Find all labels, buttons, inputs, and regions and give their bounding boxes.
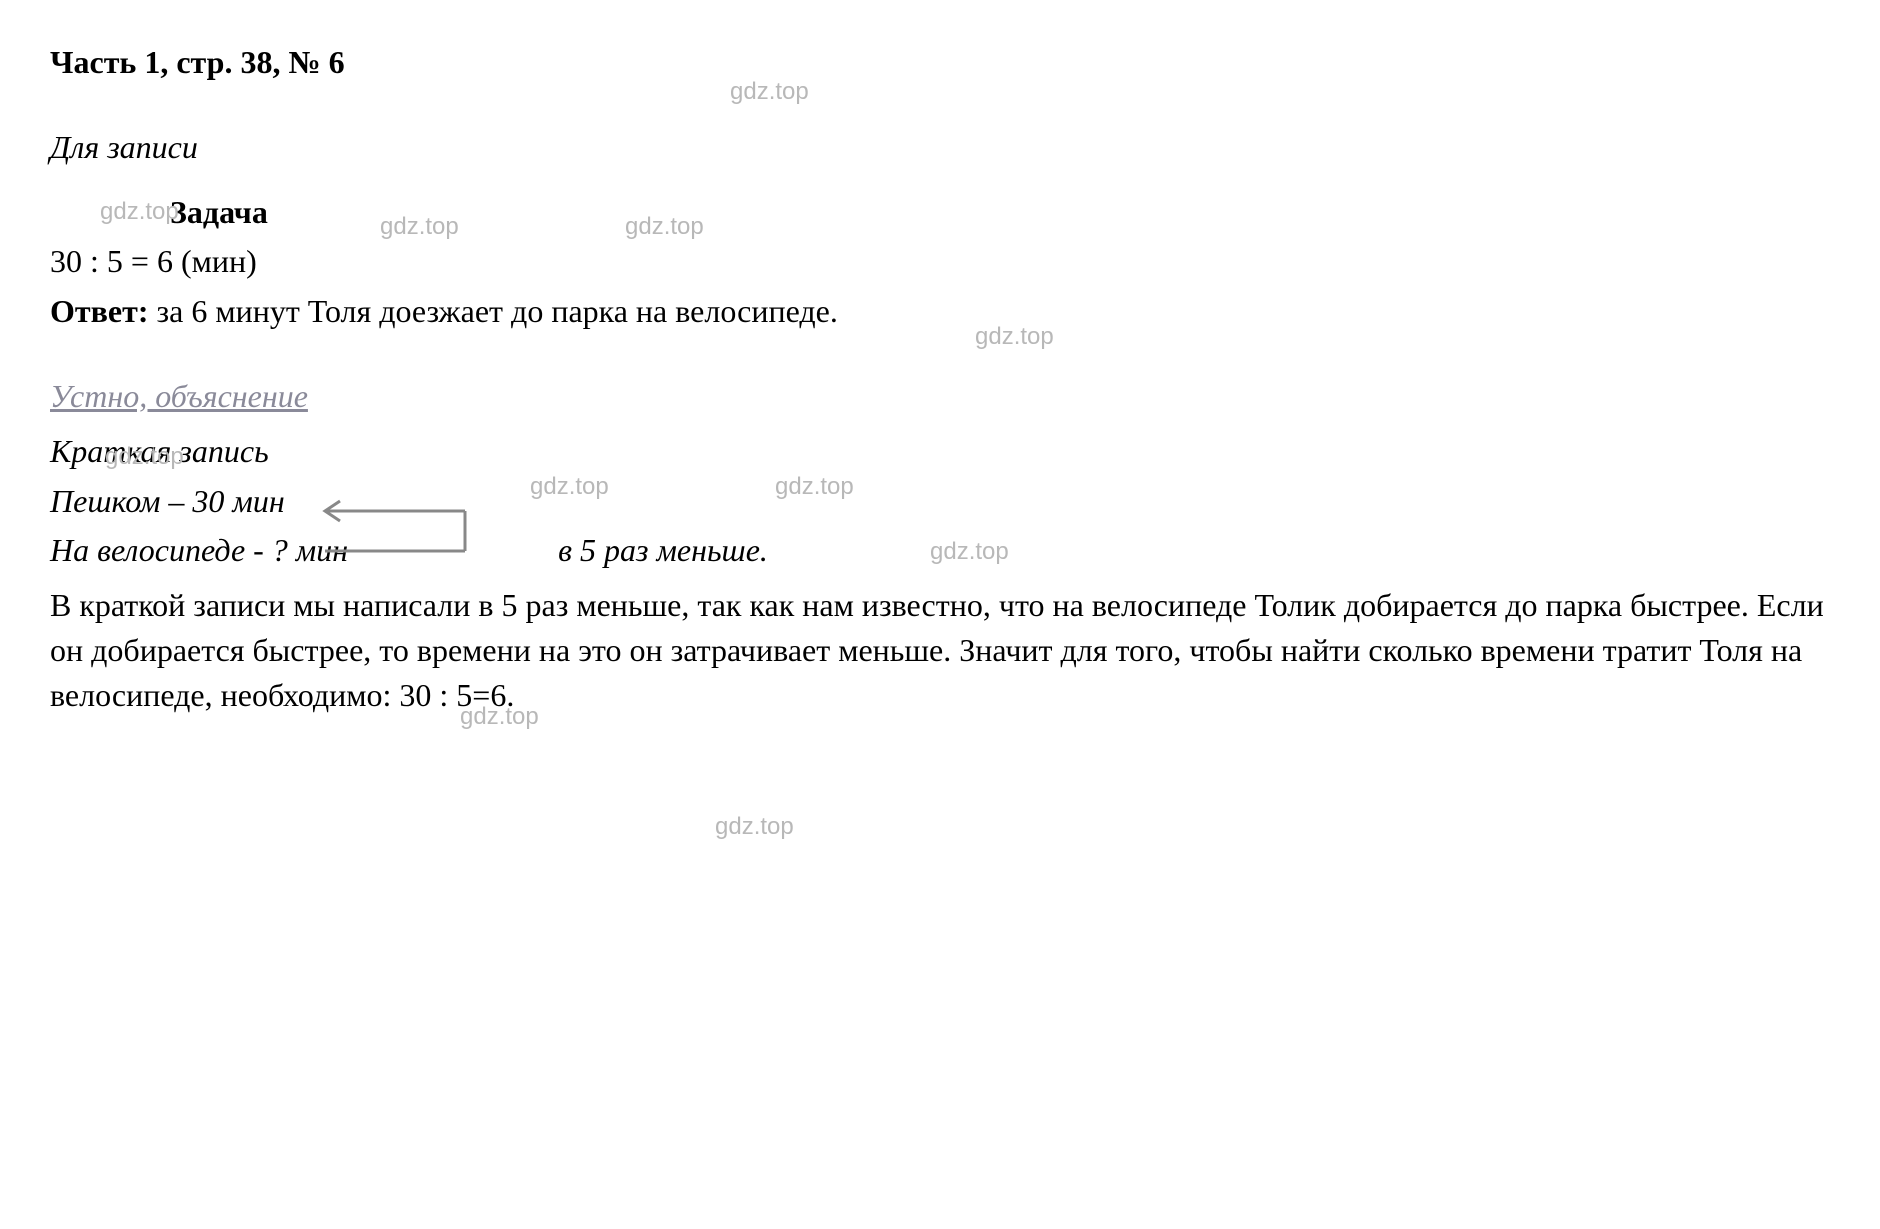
watermark-text: gdz.top (530, 470, 609, 504)
watermark-text: gdz.top (105, 440, 184, 474)
watermark-text: gdz.top (625, 210, 704, 244)
section-label: Для записи (50, 125, 1830, 170)
answer-text: за 6 минут Толя доезжает до парка на вел… (148, 293, 837, 329)
walk-text: Пешком – 30 мин (50, 479, 285, 524)
watermark-text: gdz.top (775, 470, 854, 504)
page-title: Часть 1, стр. 38, № 6 (50, 40, 1830, 85)
explanation-text: В краткой записи мы написали в 5 раз мен… (50, 583, 1830, 717)
watermark-text: gdz.top (930, 535, 1009, 569)
answer-label: Ответ: (50, 293, 148, 329)
watermark-text: gdz.top (380, 210, 459, 244)
watermark-text: gdz.top (460, 700, 539, 734)
equation: 30 : 5 = 6 (мин) (50, 239, 1830, 284)
watermark-text: gdz.top (730, 75, 809, 109)
oral-heading: Устно, объяснение (50, 374, 1830, 419)
answer-line: Ответ: за 6 минут Толя доезжает до парка… (50, 289, 1830, 334)
bike-text-part1: На велосипеде - ? мин (50, 528, 348, 573)
bike-text-part2: в 5 раз меньше. (558, 528, 768, 573)
watermark-text: gdz.top (715, 810, 794, 844)
watermark-text: gdz.top (975, 320, 1054, 354)
watermark-text: gdz.top (100, 195, 179, 229)
walk-line: Пешком – 30 мин (50, 479, 1830, 524)
brief-note: Краткая запись (50, 429, 1830, 474)
